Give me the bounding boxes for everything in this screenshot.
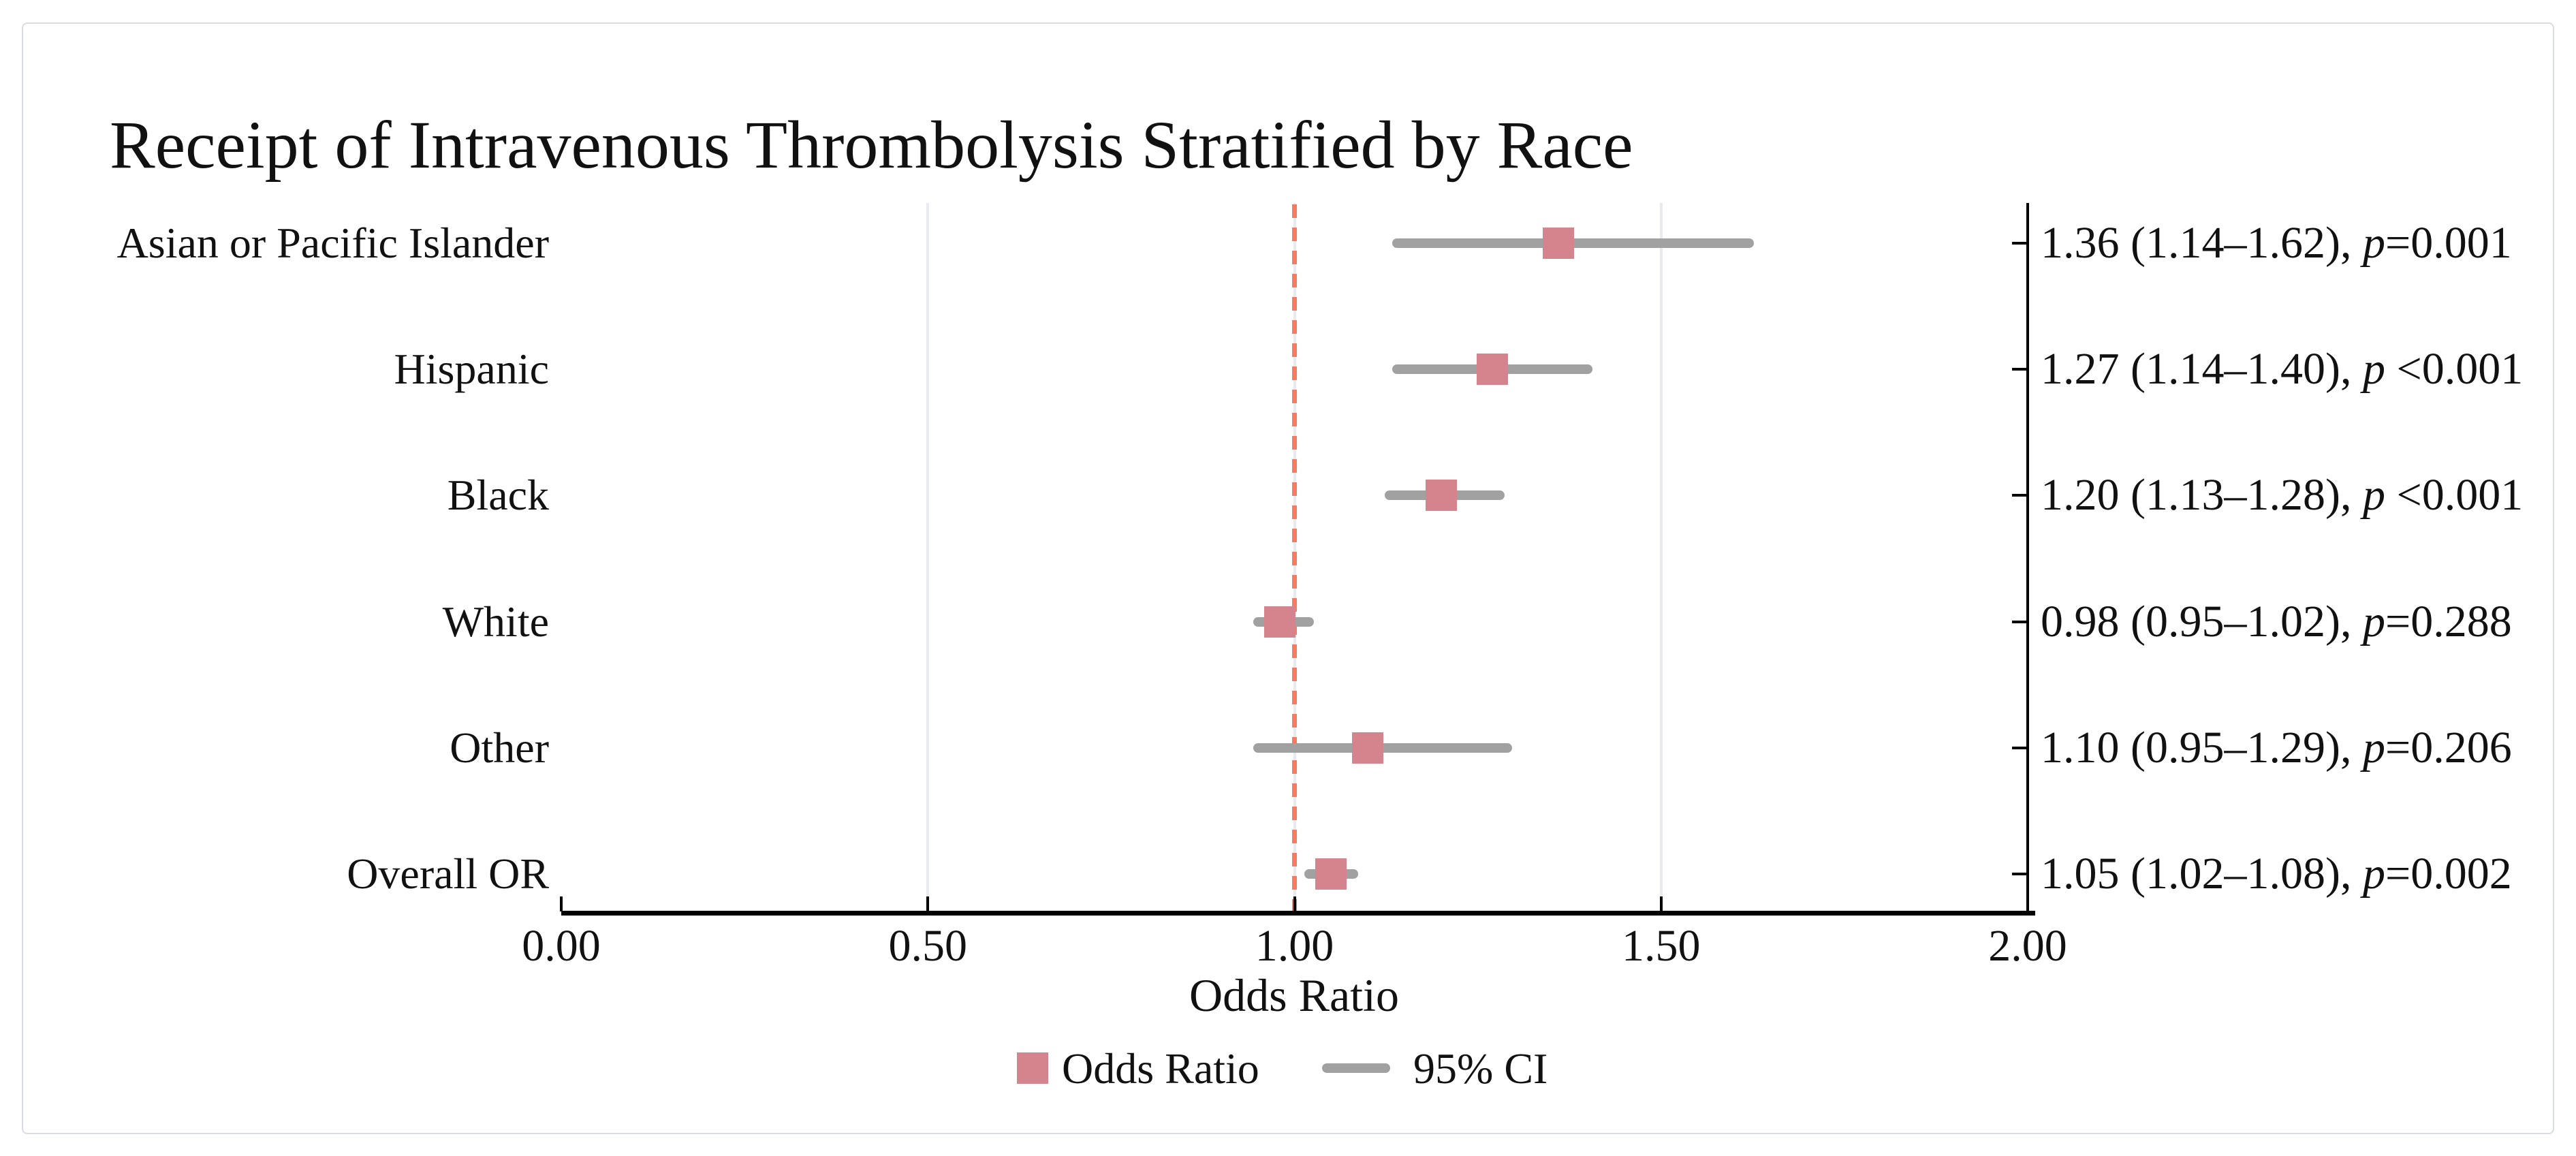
right-axis <box>2026 203 2029 916</box>
x-tick-label: 1.00 <box>1255 921 1334 971</box>
chart-card: Receipt of Intravenous Thrombolysis Stra… <box>22 22 2554 1134</box>
row-label: Hispanic <box>394 345 550 393</box>
odds-ratio-marker <box>1315 858 1347 890</box>
bottom-axis <box>561 911 2035 916</box>
row-annotation: 0.98 (0.95–1.02), p=0.288 <box>2041 597 2512 646</box>
x-tick-label: 0.00 <box>522 921 601 971</box>
x-axis-tick <box>2026 896 2029 911</box>
odds-ratio-marker <box>1352 732 1384 764</box>
right-axis-tick <box>2012 494 2028 497</box>
row-label: Other <box>450 723 549 772</box>
x-tick-label: 1.50 <box>1622 921 1701 971</box>
chart-title: Receipt of Intravenous Thrombolysis Stra… <box>110 107 1633 183</box>
row-annotation: 1.10 (0.95–1.29), p=0.206 <box>2041 723 2512 772</box>
row-annotation: 1.27 (1.14–1.40), p <0.001 <box>2041 344 2524 394</box>
row-annotation: 1.20 (1.13–1.28), p <0.001 <box>2041 470 2524 520</box>
grid-line <box>1659 203 1663 913</box>
x-tick-label: 2.00 <box>1988 921 2067 971</box>
right-axis-tick <box>2012 873 2028 875</box>
right-axis-tick <box>2012 368 2028 371</box>
odds-ratio-marker <box>1477 354 1509 385</box>
row-label: Asian or Pacific Islander <box>116 219 549 267</box>
x-tick-label: 0.50 <box>888 921 968 971</box>
x-axis-tick <box>1293 896 1296 911</box>
legend-odds-ratio-swatch <box>1017 1052 1048 1084</box>
row-annotation: 1.05 (1.02–1.08), p=0.002 <box>2041 849 2512 899</box>
legend-ci-swatch <box>1322 1063 1390 1073</box>
row-label: White <box>442 597 549 646</box>
odds-ratio-marker <box>1543 228 1575 259</box>
x-axis-title: Odds Ratio <box>1189 969 1399 1021</box>
right-axis-tick <box>2012 242 2028 245</box>
x-axis-tick <box>560 896 563 911</box>
grid-line <box>926 203 930 913</box>
x-axis-tick <box>1659 896 1663 911</box>
row-label: Overall OR <box>347 849 549 898</box>
right-axis-tick <box>2012 747 2028 749</box>
row-label: Black <box>447 471 549 519</box>
reference-line <box>1292 204 1297 913</box>
legend: Odds Ratio 95% CI <box>23 1037 2576 1100</box>
odds-ratio-marker <box>1263 606 1295 638</box>
odds-ratio-marker <box>1425 480 1457 511</box>
right-axis-tick <box>2012 621 2028 623</box>
row-annotation: 1.36 (1.14–1.62), p=0.001 <box>2041 218 2512 268</box>
x-axis-tick <box>926 896 930 911</box>
legend-odds-ratio-label: Odds Ratio <box>1062 1044 1259 1093</box>
legend-ci-label: 95% CI <box>1413 1044 1548 1093</box>
